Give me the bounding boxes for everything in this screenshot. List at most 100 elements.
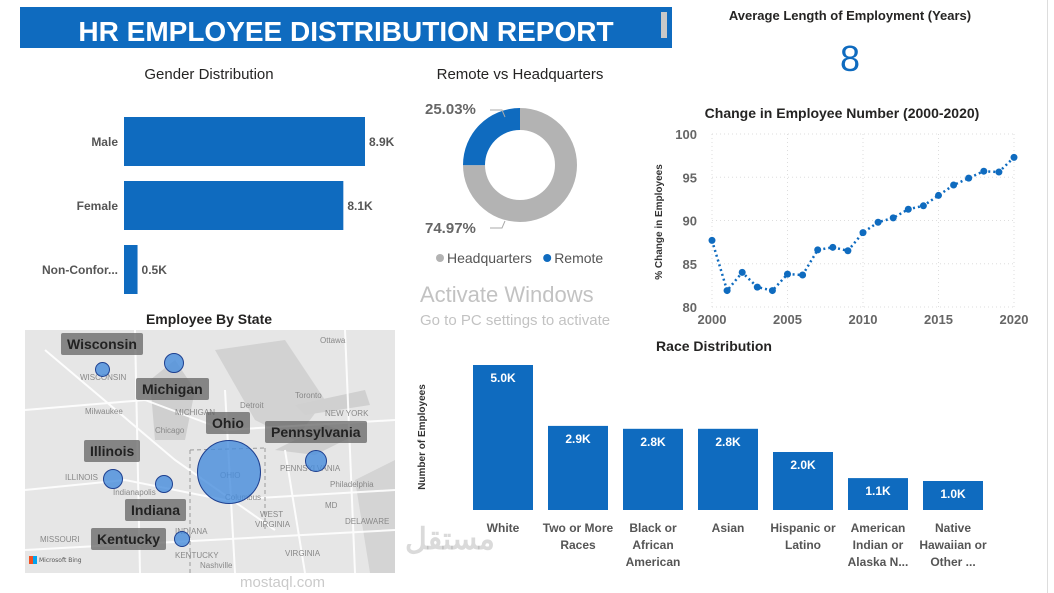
data-point[interactable]	[889, 214, 897, 222]
race-data-label: 2.0K	[790, 458, 816, 472]
gender-category-label: Non-Confor...	[42, 263, 118, 277]
race-category-label: Black or	[629, 521, 677, 535]
y-axis-label: % Change in Employees	[654, 164, 665, 280]
svg-text:VIRGINIA: VIRGINIA	[285, 549, 321, 558]
svg-text:MICHIGAN: MICHIGAN	[175, 408, 215, 417]
race-bar[interactable]	[623, 428, 683, 510]
gender-bar[interactable]	[124, 117, 365, 166]
race-data-label: 5.0K	[490, 371, 516, 385]
race-category-label: Hispanic or	[770, 521, 836, 535]
y-tick-label: 85	[683, 257, 697, 272]
race-data-label: 2.8K	[715, 435, 741, 449]
state-bubble-indiana[interactable]	[155, 475, 173, 493]
race-bar[interactable]	[848, 478, 908, 510]
race-bar[interactable]	[548, 425, 608, 510]
kpi-title: Average Length of Employment (Years)	[728, 8, 972, 23]
data-point[interactable]	[950, 181, 958, 189]
data-point[interactable]	[799, 271, 807, 279]
employee-change-line-chart: 80 85 90 95 100 2000 2005 2010 2015 2020 % Change …	[654, 127, 1028, 327]
race-data-label: 1.0K	[940, 487, 966, 501]
kpi-value: 8	[839, 38, 861, 79]
data-point[interactable]	[784, 270, 791, 278]
data-point[interactable]	[768, 287, 776, 295]
gender-data-label: 8.9K	[369, 135, 395, 149]
svg-text:Milwaukee: Milwaukee	[85, 407, 123, 416]
legend-label: Remote	[554, 250, 603, 266]
race-data-label: 2.8K	[640, 435, 666, 449]
donut-slice-headquarters[interactable]	[463, 108, 577, 222]
data-point[interactable]	[980, 167, 988, 175]
data-point[interactable]	[844, 247, 852, 255]
data-point[interactable]	[965, 174, 973, 182]
state-bubble-pennsylvania[interactable]	[305, 450, 327, 472]
data-point[interactable]	[723, 287, 731, 295]
donut-chart-title: Remote vs Headquarters	[436, 66, 604, 83]
leader-line[interactable]	[490, 109, 506, 118]
state-bubble-kentucky[interactable]	[174, 531, 190, 547]
data-point[interactable]	[753, 283, 761, 291]
divider	[1047, 0, 1048, 593]
race-category-label: White	[487, 521, 520, 535]
svg-text:MISSOURI: MISSOURI	[40, 535, 80, 544]
race-category-label: American	[626, 555, 681, 569]
race-category-label: Other ...	[930, 555, 975, 569]
data-point[interactable]	[814, 246, 822, 254]
legend-marker[interactable]	[543, 254, 552, 262]
race-bar[interactable]	[698, 428, 758, 510]
microsoft-logo-icon	[29, 556, 37, 564]
y-axis-label: Number of Employees	[417, 384, 428, 490]
svg-text:INDIANA: INDIANA	[175, 527, 208, 536]
remote-donut-chart: 25.03% 74.97% Headquarters Remote	[425, 101, 603, 266]
report-title-banner: HR EMPLOYEE DISTRIBUTION REPORT	[20, 7, 672, 48]
race-category-label: American	[851, 521, 906, 535]
data-point[interactable]	[904, 205, 912, 213]
data-point[interactable]	[935, 191, 942, 199]
donut-slice-remote[interactable]	[463, 108, 520, 166]
donut-label-remote: 25.03%	[425, 101, 476, 118]
svg-text:WEST: WEST	[260, 510, 283, 519]
activate-windows-watermark: Activate Windows	[420, 282, 594, 307]
data-point[interactable]	[829, 243, 837, 251]
state-label-pennsylvania: Pennsylvania	[265, 421, 367, 443]
svg-text:DELAWARE: DELAWARE	[345, 517, 389, 526]
legend-marker[interactable]	[436, 254, 444, 262]
race-data-label: 2.9K	[565, 432, 591, 446]
race-category-label: Races	[560, 538, 596, 552]
race-bar[interactable]	[773, 452, 833, 510]
state-bubble-ohio[interactable]	[197, 440, 261, 504]
svg-text:WISCONSIN: WISCONSIN	[80, 373, 126, 382]
data-point[interactable]	[738, 268, 746, 276]
race-category-label: Indian or	[853, 538, 904, 552]
svg-text:Ottawa: Ottawa	[320, 336, 346, 345]
data-point[interactable]	[1010, 153, 1018, 161]
gender-bar[interactable]	[124, 181, 344, 230]
state-bubble-michigan[interactable]	[164, 353, 184, 373]
race-category-label: Native	[935, 521, 971, 535]
race-bar[interactable]	[473, 365, 533, 510]
data-point[interactable]	[859, 229, 867, 237]
svg-text:KENTUCKY: KENTUCKY	[175, 551, 219, 560]
employee-state-map[interactable]: Ottawa Toronto Milwaukee Chicago Detroit NEW…	[25, 330, 395, 573]
svg-text:Detroit: Detroit	[240, 401, 264, 410]
state-bubble-illinois[interactable]	[103, 469, 123, 489]
state-label-wisconsin: Wisconsin	[61, 333, 143, 355]
scrollbar[interactable]	[661, 12, 667, 38]
race-bar[interactable]	[923, 481, 983, 510]
gender-chart-title: Gender Distribution	[144, 66, 274, 83]
state-bubble-wisconsin[interactable]	[95, 362, 110, 377]
gender-bar[interactable]	[124, 245, 138, 294]
leader-line[interactable]	[490, 220, 506, 229]
data-point[interactable]	[874, 218, 882, 226]
data-point[interactable]	[919, 202, 927, 210]
race-category-label: Alaska N...	[848, 555, 909, 569]
y-tick-label: 90	[683, 214, 697, 229]
data-point[interactable]	[708, 236, 716, 244]
state-label-illinois: Illinois	[84, 440, 141, 462]
map-title: Employee By State	[145, 311, 273, 327]
race-chart-title: Race Distribution	[656, 338, 772, 354]
svg-text:Toronto: Toronto	[295, 391, 322, 400]
report-title: HR EMPLOYEE DISTRIBUTION REPORT	[78, 16, 614, 47]
data-point[interactable]	[995, 168, 1003, 176]
race-category-label: Asian	[712, 521, 745, 535]
mostaql-watermark: mostaql.com	[240, 574, 326, 591]
